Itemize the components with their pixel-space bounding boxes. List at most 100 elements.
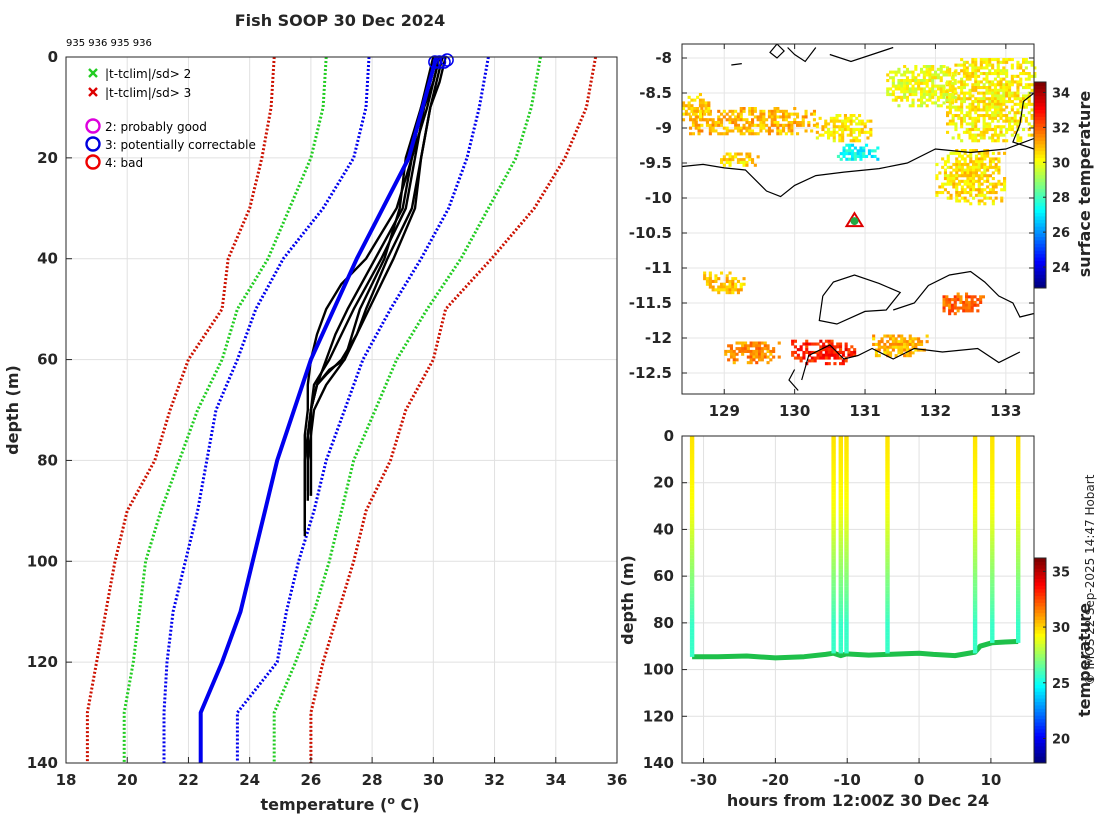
map-sst-cell: [922, 87, 926, 91]
map-sst-cell: [957, 86, 961, 90]
timeseries-cast-sample: [1016, 443, 1021, 447]
map-sst-cell: [793, 118, 797, 122]
map-sst-cell: [996, 88, 1000, 92]
map-sst-cell: [782, 126, 786, 130]
profile-line--3sd: [85, 56, 276, 763]
map-sst-cell: [972, 171, 976, 175]
map-sst-cell: [960, 149, 964, 153]
timeseries-cast-sample: [831, 639, 836, 643]
timeseries-cast-sample: [689, 457, 695, 461]
map-sst-cell: [983, 193, 987, 197]
map-sst-cell: [731, 112, 735, 116]
map-sst-cell: [903, 65, 907, 69]
legend-label: 3: potentially correctable: [105, 138, 256, 152]
map-sst-cell: [941, 191, 945, 195]
timeseries-cast-sample: [838, 579, 843, 584]
map-sst-cell: [827, 130, 831, 134]
map-sst-cell: [815, 130, 819, 134]
map-sst-cell: [991, 94, 995, 98]
map-sst-cell: [988, 125, 992, 129]
timeseries-cast-sample: [844, 625, 849, 629]
map-sst-cell: [841, 350, 845, 354]
profile-frame: [65, 56, 618, 764]
map-sst-cell: [991, 114, 995, 118]
map-sst-cell: [897, 348, 901, 352]
map-sst-cell: [1022, 114, 1026, 118]
map-sst-cell: [905, 98, 909, 102]
map-sst-cell: [748, 121, 752, 125]
map-sst-cell: [969, 193, 973, 197]
map-sst-cell: [948, 95, 952, 99]
timeseries-cast-sample: [689, 642, 695, 647]
map-sst-cell: [849, 122, 853, 126]
timeseries-cast-sample: [972, 502, 978, 507]
map-sst-cell: [911, 98, 915, 102]
map-sst-cell: [763, 347, 767, 351]
map-sst-cell: [979, 295, 983, 299]
map-sst-cell: [790, 129, 794, 133]
map-sst-cell: [974, 77, 978, 81]
timeseries-cast-sample: [844, 464, 849, 468]
map-sst-cell: [725, 288, 729, 292]
map-sst-cell: [889, 345, 893, 349]
map-sst-cell: [960, 97, 964, 101]
map-sst-cell: [876, 146, 880, 150]
timeseries-cast-sample: [844, 499, 849, 503]
map-sst-cell: [791, 353, 795, 357]
map-sst-cell: [891, 334, 895, 338]
map-sst-cell: [972, 188, 976, 192]
map-sst-cell: [948, 119, 952, 123]
temperature-colorbar-step: [1034, 687, 1046, 692]
map-sst-cell: [943, 174, 947, 178]
map-sst-cell: [751, 160, 755, 164]
profile-ytick-label: 100: [27, 552, 58, 570]
timeseries-cast-sample: [990, 481, 995, 486]
map-sst-cell: [965, 309, 969, 313]
map-sst-cell: [962, 97, 966, 101]
map-sst-cell: [804, 112, 808, 116]
map-sst-cell: [985, 74, 989, 78]
map-sst-cell: [942, 298, 946, 302]
map-sst-cell: [855, 136, 859, 140]
map-sst-cell: [985, 111, 989, 115]
timeseries-cast-sample: [972, 467, 978, 472]
map-sst-cell: [815, 136, 819, 140]
map-sst-cell: [689, 115, 693, 119]
map-sst-cell: [760, 347, 764, 351]
map-sst-cell: [850, 350, 854, 354]
map-sst-cell: [1003, 185, 1007, 189]
map-sst-cell: [993, 97, 997, 101]
timeseries-cast-sample: [885, 446, 890, 451]
temperature-colorbar-step: [1034, 568, 1046, 573]
map-sst-cell: [736, 158, 740, 162]
map-sst-cell: [846, 125, 850, 129]
timeseries-cast-sample: [1016, 534, 1021, 538]
timeseries-cast-sample: [689, 485, 695, 489]
sst-colorbar-label: surface temperature: [1075, 91, 1094, 278]
timeseries-cast-sample: [990, 499, 995, 503]
map-sst-cell: [693, 109, 697, 113]
map-sst-cell: [958, 179, 962, 183]
timeseries-cast-sample: [844, 649, 849, 654]
map-sst-cell: [957, 80, 961, 84]
map-sst-cell: [701, 109, 705, 113]
map-sst-cell: [982, 130, 986, 134]
map-sst-cell: [993, 69, 997, 73]
map-sst-cell: [850, 345, 854, 349]
map-sst-cell: [700, 129, 704, 133]
map-sst-cell: [770, 115, 774, 119]
profile-xtick-label: 28: [362, 771, 383, 789]
map-sst-cell: [970, 309, 974, 313]
profile-xtick-label: 24: [239, 771, 260, 789]
map-sst-cell: [920, 93, 924, 97]
timeseries-cast-sample: [838, 548, 843, 552]
map-sst-cell: [914, 67, 918, 71]
timeseries-cast-sample: [838, 555, 843, 559]
timeseries-cast-sample: [831, 534, 836, 538]
map-sst-cell: [982, 116, 986, 120]
map-sst-cell: [911, 76, 915, 80]
timeseries-cast-sample: [1016, 464, 1021, 468]
map-sst-cell: [908, 81, 912, 85]
map-sst-cell: [704, 118, 708, 122]
sst-colorbar-step: [1034, 116, 1046, 121]
